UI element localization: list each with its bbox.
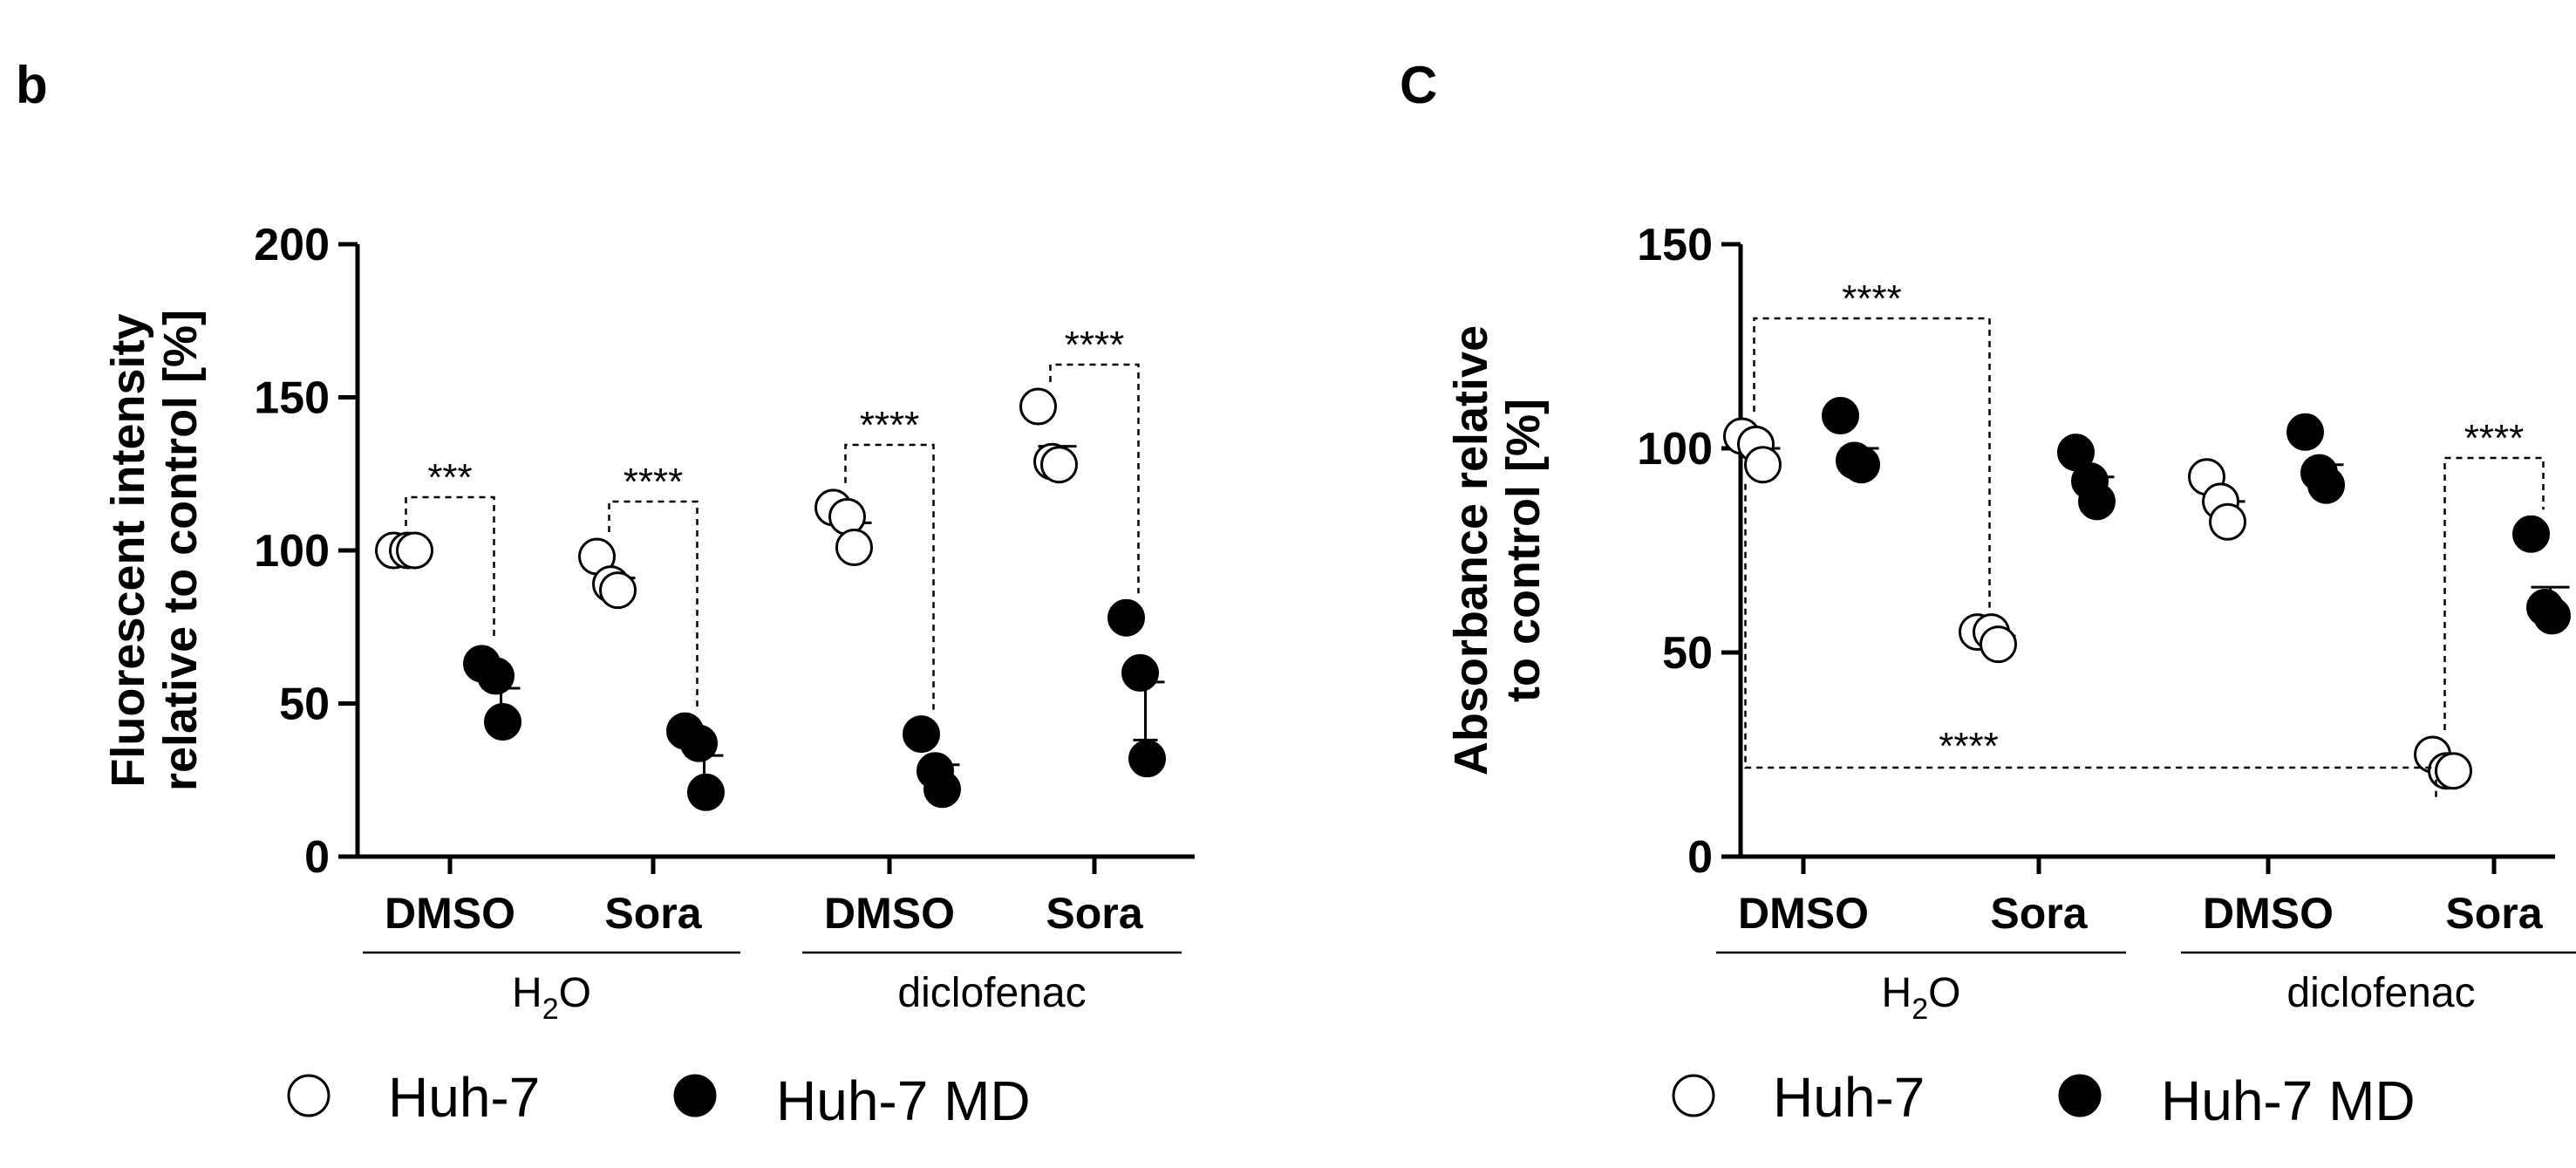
y-axis-label: Absorbance relative [1445, 325, 1497, 775]
data-point-huh7-md [680, 724, 718, 762]
data-point-huh7-md [1107, 598, 1145, 637]
legend-open-label: Huh-7 [1773, 1066, 1925, 1129]
significance-bracket [1753, 317, 1991, 608]
significance-label: **** [624, 461, 684, 503]
data-point-huh7 [1019, 387, 1057, 426]
x-tick-label: Sora [2445, 889, 2543, 938]
y-tick-label: 150 [254, 373, 330, 424]
data-point-huh7-md [2078, 482, 2116, 521]
data-point-huh7-md [1121, 653, 1159, 692]
x-tick-label: DMSO [824, 889, 955, 938]
data-point-huh7 [835, 528, 873, 566]
data-point-huh7-md [687, 773, 725, 811]
data-point-huh7-md [2512, 515, 2550, 553]
x-tick-label: Sora [604, 889, 702, 938]
significance-label: **** [860, 404, 920, 447]
significance-bracket [1049, 363, 1140, 594]
significance-bracket [608, 500, 699, 707]
significance-label: *** [427, 456, 472, 499]
y-tick-label: 0 [1687, 832, 1713, 883]
data-point-huh7 [599, 571, 637, 610]
data-point-huh7 [1744, 446, 1782, 484]
data-point-huh7-md [2533, 597, 2571, 635]
x-tick-label: Sora [1990, 889, 2088, 938]
data-point-huh7-md [1822, 397, 1859, 435]
legend-filled-label: Huh-7 MD [776, 1069, 1031, 1132]
significance-bracket [2443, 456, 2545, 730]
significance-bracket [405, 495, 495, 639]
data-point-huh7-md [923, 770, 961, 809]
legend-filled-marker [2058, 1074, 2102, 1117]
y-axis-label: to control [%] [1497, 399, 1550, 702]
significance-label: **** [2464, 417, 2525, 460]
data-point-huh7-md [1128, 740, 1166, 778]
legend-open-label: Huh-7 [388, 1066, 540, 1129]
y-tick-label: 50 [279, 680, 330, 730]
panel-letter-c: C [1400, 56, 1437, 114]
legend-c: Huh-7 Huh-7 MD [1672, 1066, 2416, 1132]
data-point-huh7-md [1843, 446, 1880, 484]
significance-label: **** [1842, 277, 1902, 320]
y-tick-label: 150 [1637, 220, 1713, 270]
legend-open-marker [287, 1074, 331, 1117]
group-label: diclofenac [897, 970, 1086, 1016]
data-point-huh7-md [903, 715, 940, 754]
y-axis-label: relative to control [%] [154, 310, 207, 791]
data-point-huh7 [828, 497, 866, 536]
significance-label: **** [1065, 324, 1125, 366]
legend-open-marker [1672, 1074, 1715, 1117]
legend-filled-marker [673, 1074, 717, 1117]
significance-label: **** [1939, 725, 1999, 768]
y-tick-label: 100 [1637, 424, 1713, 475]
group-label: diclofenac [2286, 970, 2475, 1016]
data-point-huh7-md [484, 703, 521, 741]
chart-b: 0 50 100 150 200 DMSO Sora DMSO Sora H2O diclofena… [102, 220, 1195, 1026]
data-point-huh7-md [2307, 466, 2345, 504]
data-point-huh7 [2209, 502, 2246, 541]
y-tick-label: 200 [254, 220, 330, 270]
panel-letter-b: b [16, 56, 48, 114]
data-point-huh7 [1980, 625, 2017, 664]
data-point-huh7-md [477, 657, 515, 695]
legend-filled-label: Huh-7 MD [2161, 1069, 2416, 1132]
x-tick-label: Sora [1046, 889, 1143, 938]
x-tick-label: DMSO [2203, 889, 2334, 938]
significance-bracket [1744, 483, 2437, 797]
group-label: H2O [512, 970, 591, 1026]
data-point-huh7 [396, 531, 433, 570]
y-tick-label: 50 [1662, 628, 1713, 679]
data-point-huh7 [1040, 446, 1078, 484]
y-tick-label: 0 [304, 832, 330, 883]
legend-b: Huh-7 Huh-7 MD [287, 1066, 1031, 1132]
significance-bracket [844, 443, 935, 710]
data-point-huh7-md [2286, 413, 2324, 451]
x-tick-label: DMSO [385, 889, 515, 938]
y-tick-label: 100 [254, 526, 330, 577]
y-axis-label: Fluorescent intensity [102, 313, 154, 787]
group-label: H2O [1882, 970, 1961, 1026]
chart-c: 0 50 100 150 DMSO Sora DMSO Sora H2O diclofenac Ab… [1445, 220, 2576, 1026]
data-point-huh7 [2435, 752, 2472, 790]
x-tick-label: DMSO [1738, 889, 1869, 938]
